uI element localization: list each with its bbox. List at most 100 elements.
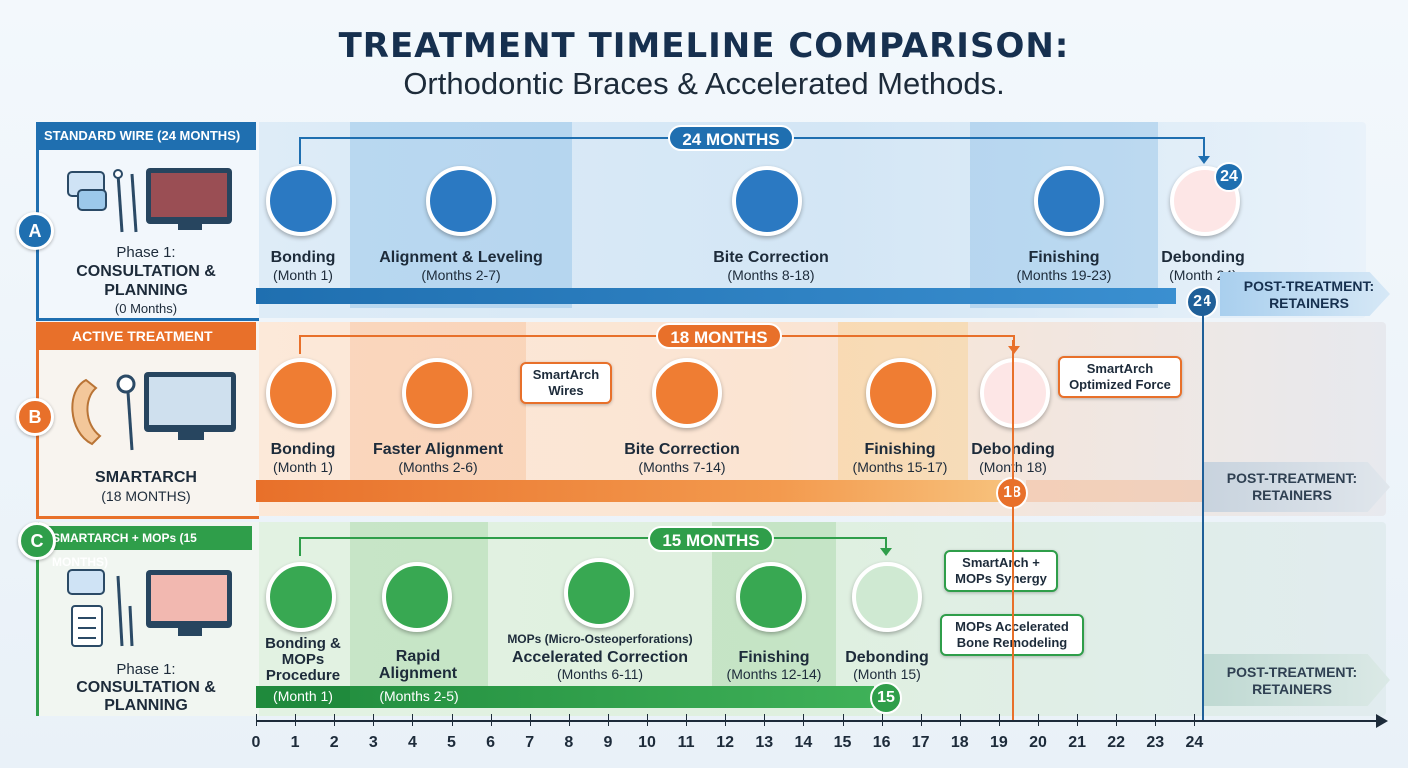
axis-tick-mark bbox=[1155, 714, 1157, 726]
row-c-post-arrow bbox=[1204, 654, 1390, 706]
row-c-bar-months2-5: (Months 2-5) bbox=[379, 688, 459, 704]
phase-label: Finishing bbox=[738, 649, 810, 666]
phase-label: Bite Correction bbox=[713, 249, 829, 266]
phase-months: (Month 1) bbox=[273, 459, 333, 475]
page-title: TREATMENT TIMELINE COMPARISON: bbox=[338, 26, 1070, 66]
axis-tick-mark bbox=[1077, 714, 1079, 726]
phase-label: Alignment & Leveling bbox=[379, 249, 543, 266]
row-b-progress-bar bbox=[256, 480, 1002, 502]
axis-tick-label: 23 bbox=[1146, 734, 1165, 751]
row-b-finishing-icon bbox=[866, 358, 936, 428]
row-b-callout-wires: SmartArch Wires bbox=[520, 362, 612, 404]
row-c-alignment-icon bbox=[382, 562, 452, 632]
axis-tick-mark bbox=[529, 714, 531, 726]
phase-label: Accelerated Correction bbox=[511, 649, 689, 666]
axis-tick-label: 2 bbox=[329, 734, 339, 751]
axis-tick-label: 16 bbox=[872, 734, 891, 751]
axis-tick-mark bbox=[920, 714, 922, 726]
row-a-left-sub: (0 Months) bbox=[114, 301, 178, 316]
row-c-debonding-avatar bbox=[852, 562, 922, 632]
axis-tick-mark bbox=[842, 714, 844, 726]
phase-months: (Months 2-7) bbox=[421, 267, 501, 283]
axis-tick-label: 0 bbox=[251, 734, 261, 751]
axis-tick-label: 14 bbox=[794, 734, 813, 751]
axis-tick-label: 5 bbox=[447, 734, 456, 751]
month-19-marker bbox=[1012, 340, 1014, 720]
phase-label: Bonding bbox=[270, 249, 336, 266]
row-c-left-title: Phase 1: bbox=[116, 661, 176, 678]
phase-label: Debonding bbox=[1161, 249, 1245, 266]
phase-months: (Month 24) bbox=[1169, 267, 1237, 283]
row-c-duration-arrow bbox=[299, 537, 892, 556]
row-c-duration-label: 15 MONTHS bbox=[648, 526, 774, 552]
row-b-post-arrow bbox=[1204, 462, 1390, 512]
axis-tick-mark bbox=[725, 714, 727, 726]
planning-icon bbox=[67, 569, 232, 647]
axis-tick-label: 7 bbox=[525, 734, 535, 751]
month-24-marker bbox=[1202, 300, 1204, 720]
row-b-debonding-icon bbox=[980, 358, 1050, 428]
row-a-badge: 24 bbox=[1214, 162, 1244, 192]
axis-tick-label: 22 bbox=[1107, 734, 1126, 751]
axis-tick-mark bbox=[764, 714, 766, 726]
phase-pre: MOPs (Micro-Osteoperforations) bbox=[507, 632, 693, 646]
row-a-bonding-icon bbox=[266, 166, 336, 236]
timeline-axis bbox=[256, 720, 1380, 722]
axis-tick-mark bbox=[295, 714, 297, 726]
axis-tick-mark bbox=[490, 714, 492, 726]
axis-tick-mark bbox=[647, 714, 648, 726]
row-c-end-marker: 15 bbox=[870, 682, 902, 714]
axis-tick-mark bbox=[451, 714, 453, 726]
row-a-finishing-icon bbox=[1034, 166, 1104, 236]
phase-months: (Months 6-11) bbox=[556, 666, 644, 682]
axis-tick-label: 3 bbox=[368, 734, 378, 751]
row-b-post-treatment: POST-TREATMENT: RETAINERS bbox=[1226, 470, 1358, 503]
consultation-icon bbox=[67, 168, 232, 233]
row-a-bite-icon bbox=[732, 166, 802, 236]
row-c-tag: SMARTARCH + MOPs (15 MONTHS) bbox=[36, 526, 252, 569]
axis-tick-label: 1 bbox=[290, 734, 300, 751]
phase-label: Bite Correction bbox=[624, 441, 740, 458]
row-b-left-sub: (18 MONTHS) bbox=[101, 488, 191, 504]
axis-tick-mark bbox=[998, 714, 1000, 726]
axis-tick-mark bbox=[1038, 714, 1039, 726]
row-c-band bbox=[36, 522, 1386, 716]
axis-tick-mark bbox=[686, 714, 688, 726]
page-subtitle: Orthodontic Braces & Accelerated Methods… bbox=[403, 66, 1005, 101]
axis-tick-mark bbox=[607, 714, 609, 726]
phase-months: (Months 8-18) bbox=[727, 267, 815, 283]
axis-tick-mark bbox=[334, 714, 336, 726]
phase-label: Finishing bbox=[864, 441, 936, 458]
row-b-tag: ACTIVE TREATMENT bbox=[36, 322, 256, 350]
row-a-left-title: Phase 1: bbox=[116, 244, 176, 261]
axis-tick-mark bbox=[412, 714, 414, 726]
row-b-duration-label: 18 MONTHS bbox=[656, 323, 782, 349]
axis-tick-mark bbox=[373, 714, 375, 726]
axis-tick-mark bbox=[803, 714, 805, 726]
row-b-callout-force: SmartArch Optimized Force bbox=[1058, 356, 1182, 398]
phase-months: (Months 19-23) bbox=[1016, 267, 1112, 283]
axis-tick-label: 21 bbox=[1068, 734, 1086, 751]
row-b-post-fade bbox=[1026, 480, 1202, 502]
row-a-letter: A bbox=[16, 212, 54, 250]
phase-months: (Months 7-14) bbox=[638, 459, 726, 475]
phase-months: (Month 15) bbox=[853, 666, 921, 682]
row-c-mops-icon bbox=[564, 558, 634, 628]
axis-tick-mark bbox=[959, 714, 961, 726]
row-c-progress-bar bbox=[256, 686, 874, 708]
axis-tick-label: 13 bbox=[755, 734, 774, 751]
row-a-alignment-icon bbox=[426, 166, 496, 236]
axis-tick-mark bbox=[256, 714, 257, 726]
axis-tick-label: 18 bbox=[950, 734, 969, 751]
row-c-callout-synergy: SmartArch + MOPs Synergy bbox=[944, 550, 1058, 592]
row-b-bonding-icon bbox=[266, 358, 336, 428]
axis-tick-mark bbox=[1116, 714, 1118, 726]
axis-tick-label: 6 bbox=[486, 734, 496, 751]
row-a-post-treatment: POST-TREATMENT: RETAINERS bbox=[1243, 278, 1375, 311]
axis-tick-label: 15 bbox=[833, 734, 852, 751]
row-a-left-bold: CONSULTATION & PLANNING bbox=[76, 263, 216, 299]
phase-label: Bonding & MOPs Procedure bbox=[265, 635, 341, 684]
row-c-bonding-icon bbox=[266, 562, 336, 632]
axis-tick-label: 20 bbox=[1029, 734, 1047, 751]
phase-label: Bonding bbox=[270, 441, 336, 458]
